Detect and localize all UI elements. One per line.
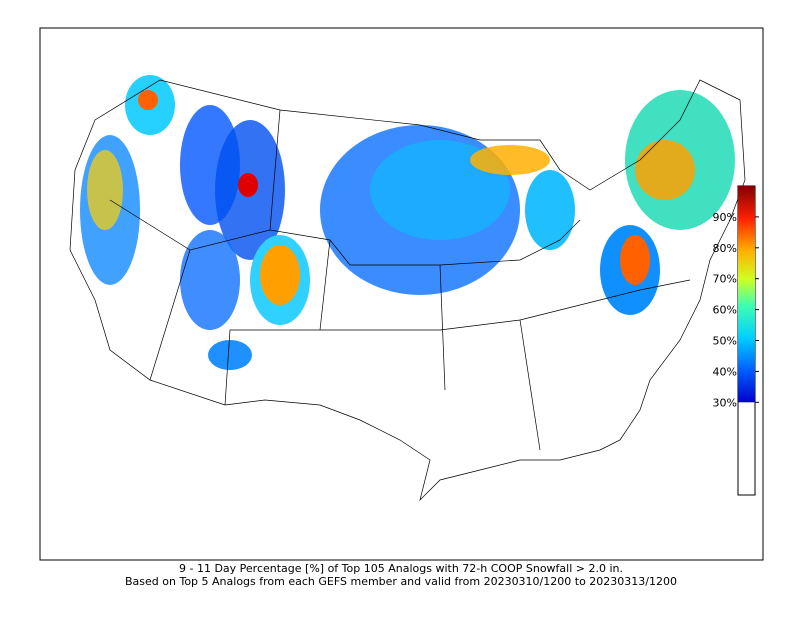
caption-line: Based on Top 5 Analogs from each GEFS me… bbox=[125, 575, 677, 588]
caption-line: 9 - 11 Day Percentage [%] of Top 105 Ana… bbox=[179, 562, 623, 575]
colorbar-tick-label: 40% bbox=[713, 365, 737, 378]
colorbar-tick-label: 30% bbox=[713, 396, 737, 409]
colorbar-fill bbox=[738, 186, 755, 403]
snowfall-field bbox=[80, 75, 735, 370]
colorbar-tick-label: 90% bbox=[713, 211, 737, 224]
colorbar-tick-label: 50% bbox=[713, 335, 737, 348]
colorbar-tick-label: 70% bbox=[713, 273, 737, 286]
colorbar-tick-label: 60% bbox=[713, 304, 737, 317]
colorbar-tick-label: 80% bbox=[713, 242, 737, 255]
boundaries bbox=[69, 79, 746, 502]
